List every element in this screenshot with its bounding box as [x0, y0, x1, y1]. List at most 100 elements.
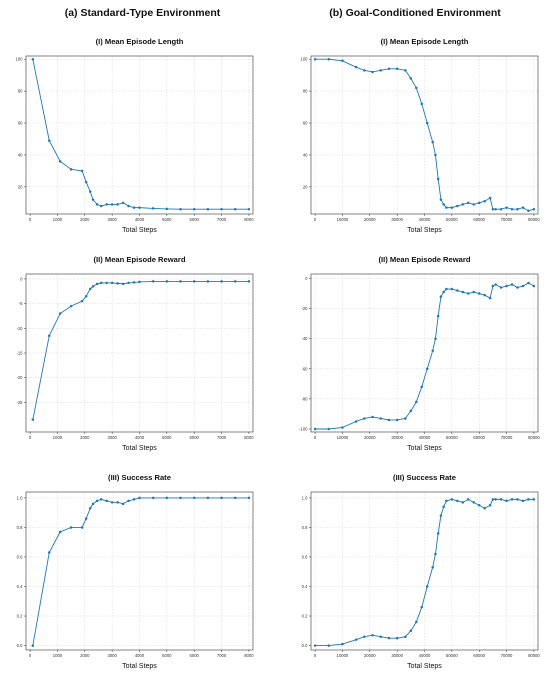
chart-std-length: (I) Mean Episode Length 0 1000 2000 3000 4000…	[0, 28, 265, 234]
data-point	[521, 499, 525, 503]
data-point	[121, 201, 125, 205]
x-tick-label: 80000	[528, 435, 540, 440]
data-point	[456, 204, 459, 208]
data-point	[379, 69, 382, 72]
data-point	[31, 57, 35, 61]
x-tick-label: 0	[29, 217, 32, 222]
data-point	[415, 620, 418, 624]
data-point	[233, 207, 237, 211]
data-point	[488, 296, 492, 300]
data-point	[472, 203, 475, 206]
y-tick-label: -15	[16, 351, 23, 356]
data-point	[110, 203, 114, 206]
data-point	[206, 207, 210, 211]
y-tick-label: 0.8	[302, 525, 308, 530]
y-tick-label: 40	[303, 152, 308, 157]
data-point	[439, 198, 443, 201]
x-tick-label: 2000	[80, 435, 90, 440]
data-point	[138, 206, 141, 209]
data-point	[165, 496, 169, 500]
data-point	[425, 367, 429, 371]
y-tick-label: -60	[301, 366, 308, 371]
data-point	[31, 644, 35, 647]
x-tick-label: 20000	[364, 217, 376, 222]
y-tick-label: 0.0	[302, 643, 308, 648]
data-point	[363, 417, 366, 420]
data-point	[431, 140, 434, 144]
data-point	[313, 427, 317, 431]
data-point	[516, 207, 519, 211]
y-tick-label: -5	[19, 301, 23, 306]
data-point	[431, 349, 434, 352]
plot-frame	[310, 491, 539, 651]
data-point	[132, 498, 136, 501]
data-point	[91, 502, 95, 506]
data-point	[99, 204, 103, 208]
data-point	[467, 498, 470, 501]
data-point	[354, 420, 358, 423]
x-axis-label: Total Steps	[407, 663, 442, 670]
x-tick-label: 6000	[190, 653, 200, 658]
plot-frame	[310, 55, 539, 215]
x-tick-label: 40000	[419, 217, 431, 222]
chart-svg: (II) Mean Episode Reward 0 10000 20000 30000…	[299, 255, 540, 452]
data-point	[105, 203, 108, 206]
x-axis-label: Total Steps	[407, 227, 442, 234]
data-point	[105, 281, 108, 285]
data-point	[91, 198, 95, 201]
data-point	[354, 65, 358, 69]
data-point	[439, 514, 443, 517]
chart-svg: (III) Success Rate 0 1000 2000 3000 4000 5000 6…	[17, 473, 255, 670]
data-point	[420, 385, 424, 389]
data-point	[404, 417, 407, 420]
data-point	[89, 190, 92, 193]
data-point	[110, 501, 114, 504]
y-tick-label: -20	[301, 306, 308, 311]
x-tick-label: 40000	[419, 653, 431, 658]
y-tick-label: 100	[301, 57, 309, 62]
data-point	[58, 160, 62, 163]
data-point	[327, 427, 331, 431]
data-point	[80, 169, 84, 173]
y-tick-label: 0.6	[302, 554, 308, 559]
data-point	[491, 498, 495, 501]
x-tick-label: 80000	[528, 217, 540, 222]
data-point	[527, 281, 530, 285]
data-point	[341, 59, 344, 63]
x-tick-label: 10000	[337, 217, 349, 222]
data-point	[327, 57, 331, 61]
data-point	[327, 644, 331, 647]
chart-title: (I) Mean Episode Length	[96, 37, 184, 46]
x-tick-label: 5000	[162, 217, 172, 222]
data-point	[532, 207, 536, 211]
x-tick-label: 70000	[501, 217, 513, 222]
y-tick-label: -10	[16, 326, 23, 331]
chart-title: (I) Mean Episode Length	[381, 37, 469, 46]
data-point	[415, 400, 418, 404]
data-point	[379, 417, 382, 420]
data-point	[179, 496, 182, 500]
y-tick-label: 0.2	[17, 614, 23, 619]
data-point	[442, 505, 445, 509]
chart-svg: (I) Mean Episode Length 0 1000 2000 3000 4000…	[16, 37, 255, 234]
data-point	[442, 290, 445, 294]
data-point	[192, 496, 196, 500]
x-tick-label: 0	[29, 653, 32, 658]
chart-std-success: (III) Success Rate 0 1000 2000 3000 4000 5000 6…	[0, 464, 265, 670]
column-title-goal-conditioned: (b) Goal-Conditioned Environment	[329, 7, 501, 19]
x-tick-label: 60000	[473, 217, 485, 222]
data-point	[151, 496, 155, 500]
y-tick-label: 0.6	[17, 554, 23, 559]
x-tick-label: 50000	[446, 435, 458, 440]
data-point	[110, 281, 114, 285]
data-point	[371, 70, 374, 74]
data-point	[127, 499, 130, 503]
y-tick-label: -40	[301, 336, 308, 341]
data-point	[505, 206, 508, 209]
data-point	[99, 281, 103, 285]
y-tick-label: 0.4	[302, 584, 308, 589]
data-point	[363, 69, 366, 72]
data-point	[247, 496, 251, 500]
data-point	[80, 299, 84, 303]
x-tick-label: 0	[314, 653, 317, 658]
